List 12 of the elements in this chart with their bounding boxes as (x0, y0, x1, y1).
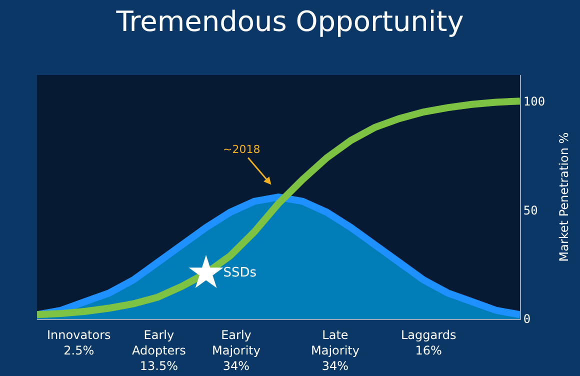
annotation: ~2018 (223, 143, 260, 156)
text: Late Majority 34% (311, 328, 360, 374)
y2-tick-label: 100 (523, 94, 546, 108)
text: Early Adopters 13.5% (132, 328, 186, 374)
y2-tick-label: 0 (523, 312, 531, 326)
chart-title: Tremendous Opportunity (115, 4, 464, 38)
y2-axis-title: Market Penetration % (556, 132, 571, 262)
text: Innovators 2.5% (47, 328, 111, 358)
text: Laggards 16% (401, 328, 456, 358)
series-label: SSDs (223, 266, 257, 280)
text: Early Majority 34% (212, 328, 260, 374)
y2-tick-label: 50 (523, 203, 538, 218)
